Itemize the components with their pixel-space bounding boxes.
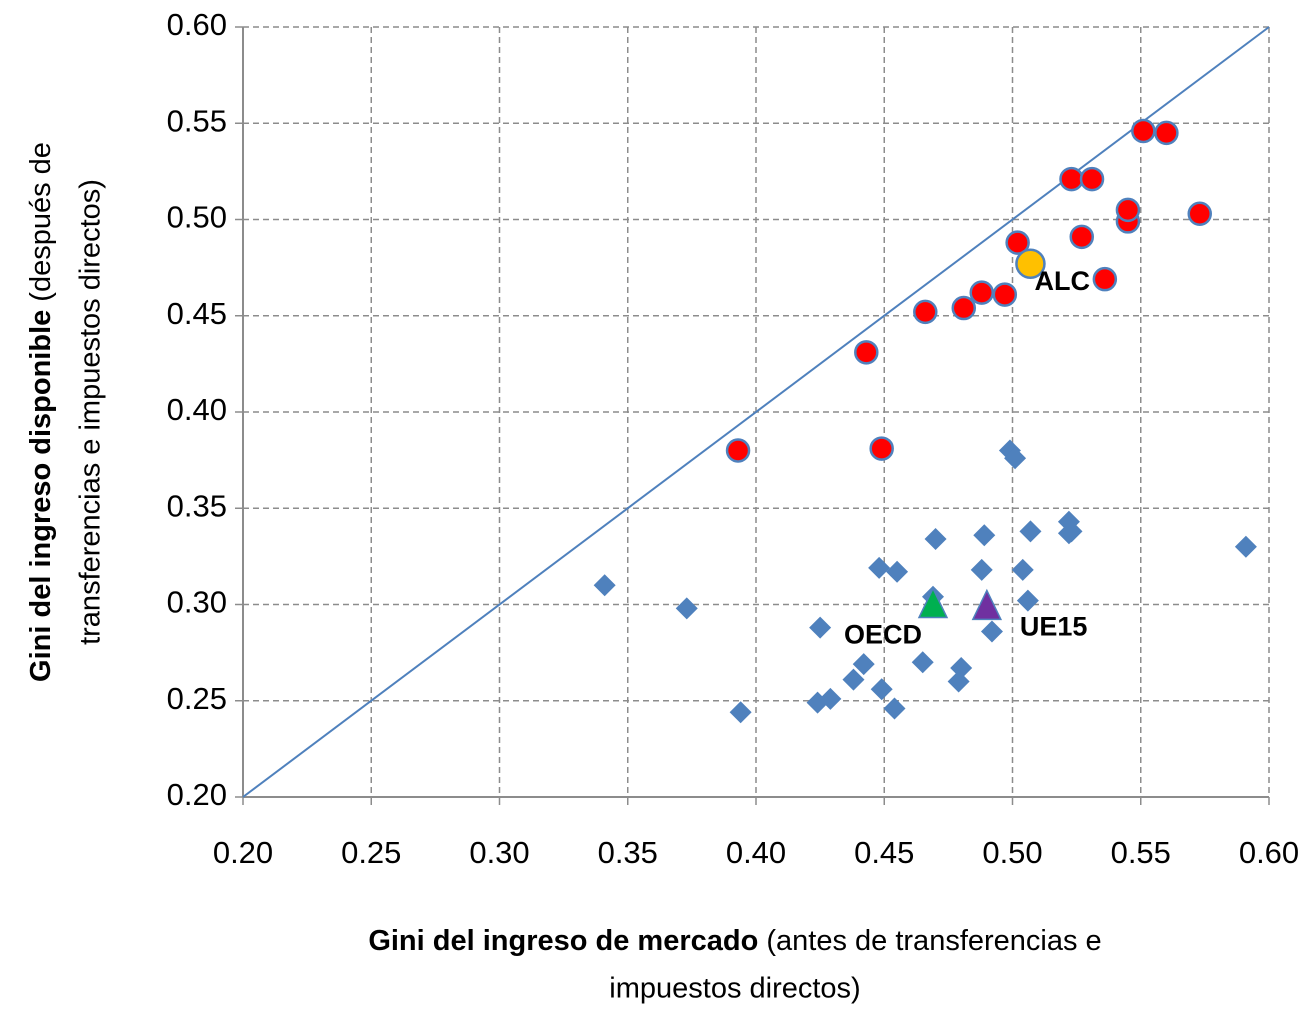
x-tick-label: 0.50 — [982, 835, 1042, 870]
x-tick-label: 0.25 — [341, 835, 401, 870]
x-label-line: impuestos directos) — [609, 973, 860, 1005]
point — [992, 282, 1018, 307]
x-tick-label: 0.35 — [598, 835, 658, 870]
point — [1059, 166, 1084, 192]
diagonal-line — [242, 26, 1270, 798]
point — [819, 687, 842, 710]
point — [854, 340, 879, 365]
point — [1004, 447, 1027, 470]
point — [1011, 558, 1034, 581]
y-tick-label: 0.30 — [167, 585, 227, 620]
point — [1005, 230, 1030, 255]
point — [593, 574, 616, 597]
y-tick-label: 0.45 — [167, 296, 227, 331]
y-tick-label: 0.40 — [167, 392, 227, 427]
point — [852, 653, 875, 676]
y-tick-label: 0.35 — [167, 488, 227, 523]
point — [1016, 589, 1039, 612]
point — [1069, 224, 1095, 250]
x-tick-label: 0.45 — [854, 835, 914, 870]
point — [1115, 197, 1141, 223]
point — [842, 668, 865, 691]
y-label-line: transferencias e impuestos directos) — [75, 179, 107, 645]
y-tick-label: 0.25 — [167, 681, 227, 716]
y-label-bold: Gini del ingreso disponible — [25, 310, 57, 682]
point — [868, 556, 891, 579]
y-label-line: (después de — [25, 142, 57, 302]
point — [809, 616, 832, 639]
x-tick-label: 0.55 — [1111, 835, 1171, 870]
point-label: OECD — [844, 620, 922, 650]
point — [1187, 201, 1212, 226]
x-label-bold: Gini del ingreso de mercado — [368, 925, 758, 957]
point-label: ALC — [1034, 266, 1090, 296]
point — [1019, 520, 1042, 543]
point — [1092, 266, 1118, 292]
point — [883, 697, 906, 720]
point — [973, 524, 996, 547]
point — [924, 528, 947, 551]
point — [1131, 118, 1156, 144]
x-label-line: (antes de transferencias e — [766, 925, 1101, 957]
point — [870, 678, 893, 701]
point — [869, 436, 894, 461]
y-tick-label: 0.60 — [167, 7, 227, 42]
x-tick-label: 0.20 — [213, 835, 273, 870]
y-tick-label: 0.55 — [167, 103, 227, 138]
point — [980, 620, 1003, 643]
x-label: Gini del ingreso de mercado (antes de tr… — [368, 925, 1101, 957]
point — [675, 597, 698, 620]
point — [1234, 535, 1257, 558]
x-tick-label: 0.60 — [1239, 835, 1299, 870]
point — [911, 651, 934, 674]
point — [1057, 522, 1080, 545]
point — [971, 588, 1003, 621]
point — [947, 670, 970, 693]
point — [1015, 248, 1046, 280]
y-tick-label: 0.50 — [167, 200, 227, 235]
point — [725, 438, 751, 463]
y-tick-label: 0.20 — [167, 777, 227, 812]
point — [886, 560, 909, 583]
point — [951, 295, 977, 321]
point — [1154, 120, 1179, 146]
point — [913, 299, 938, 325]
point — [970, 558, 993, 581]
point — [917, 586, 949, 619]
point — [729, 701, 752, 724]
x-tick-label: 0.30 — [469, 835, 529, 870]
point — [1079, 166, 1105, 192]
x-tick-label: 0.40 — [726, 835, 786, 870]
point — [969, 280, 994, 305]
y-label: Gini del ingreso disponible (después de — [25, 142, 57, 682]
point-label: UE15 — [1020, 612, 1088, 642]
